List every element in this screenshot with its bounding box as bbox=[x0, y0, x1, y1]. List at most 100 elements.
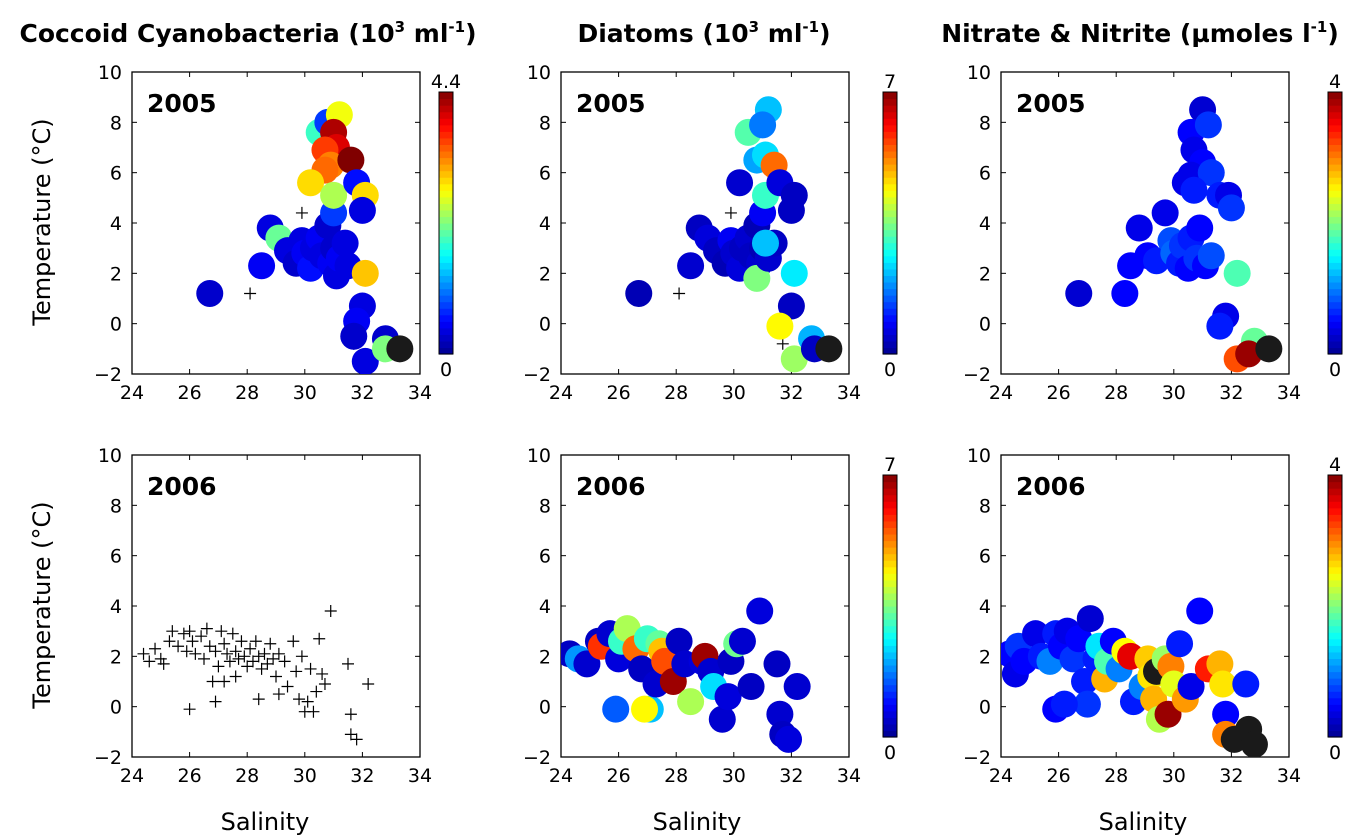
cross-marker bbox=[183, 703, 196, 716]
x-tick-label: 30 bbox=[722, 382, 746, 404]
y-tick-label: −2 bbox=[94, 747, 122, 769]
colorbar-segment bbox=[883, 710, 897, 718]
cross-marker bbox=[252, 693, 265, 706]
colorbar-segment bbox=[439, 249, 453, 257]
x-tick-label: 34 bbox=[408, 765, 432, 787]
colorbar-segment bbox=[883, 671, 897, 679]
cross-marker bbox=[310, 685, 323, 698]
colorbar-segment bbox=[439, 150, 453, 159]
data-point bbox=[1166, 630, 1194, 658]
colorbar-min-label: 0 bbox=[440, 359, 452, 381]
y-tick-label: −2 bbox=[963, 747, 991, 769]
colorbar-segment bbox=[883, 592, 897, 601]
colorbar-segment bbox=[1328, 105, 1342, 113]
x-tick-label: 34 bbox=[408, 382, 432, 404]
colorbar: 40 bbox=[1327, 454, 1343, 764]
colorbar-segment bbox=[1328, 223, 1342, 231]
y-tick-label: 4 bbox=[110, 596, 122, 618]
colorbar-segment bbox=[883, 566, 897, 574]
colorbar-segment bbox=[883, 488, 897, 496]
colorbar-segment bbox=[883, 606, 897, 614]
cross-marker bbox=[177, 627, 190, 640]
data-point bbox=[783, 673, 811, 701]
colorbar-segment bbox=[883, 586, 897, 594]
y-tick-label: 6 bbox=[979, 546, 991, 568]
data-point bbox=[613, 615, 641, 643]
colorbar-segment bbox=[1328, 573, 1342, 581]
colorbar-max-label: 7 bbox=[884, 454, 896, 476]
data-point bbox=[1151, 199, 1179, 227]
y-tick-label: 2 bbox=[979, 646, 991, 668]
cross-marker bbox=[166, 625, 179, 638]
cross-marker bbox=[180, 645, 193, 658]
cross-marker bbox=[295, 206, 308, 219]
y-tick-label: 8 bbox=[539, 495, 551, 517]
data-point bbox=[331, 229, 359, 257]
cross-marker bbox=[342, 657, 354, 670]
colorbar-segment bbox=[1328, 599, 1342, 607]
year-label: 2006 bbox=[1016, 472, 1086, 501]
colorbar-segment bbox=[883, 651, 897, 659]
colorbar-segment bbox=[1328, 164, 1342, 172]
data-point bbox=[297, 169, 325, 197]
colorbar: 4.40 bbox=[431, 71, 461, 381]
colorbar-segment bbox=[439, 131, 453, 139]
data-point bbox=[1212, 700, 1240, 728]
colorbar-segment bbox=[1328, 262, 1342, 270]
colorbar-segment bbox=[883, 664, 897, 673]
data-point bbox=[351, 347, 379, 374]
data-point bbox=[1197, 159, 1225, 187]
colorbar-segment bbox=[883, 599, 897, 607]
colorbar-segment bbox=[1328, 533, 1342, 542]
colorbar-segment bbox=[1328, 730, 1342, 738]
colorbar-segment bbox=[883, 262, 897, 270]
data-point bbox=[602, 695, 630, 723]
colorbar-segment bbox=[439, 183, 453, 191]
colorbar-segment bbox=[439, 288, 453, 296]
colorbar-segment bbox=[883, 475, 897, 483]
cross-marker bbox=[183, 625, 196, 638]
data-point bbox=[1111, 279, 1139, 307]
year-label: 2006 bbox=[147, 472, 217, 501]
cross-marker bbox=[307, 705, 320, 718]
colorbar-segment bbox=[1328, 118, 1342, 126]
colorbar-segment bbox=[439, 255, 453, 263]
data-point bbox=[665, 627, 693, 655]
colorbar-segment bbox=[883, 111, 897, 119]
colorbar-segment bbox=[439, 177, 453, 185]
colorbar-segment bbox=[439, 157, 453, 165]
colorbar-segment bbox=[439, 203, 453, 211]
cross-marker bbox=[154, 652, 167, 665]
x-tick-label: 24 bbox=[120, 382, 144, 404]
data-point bbox=[1065, 279, 1093, 307]
colorbar-segment bbox=[439, 229, 453, 237]
data-point bbox=[726, 169, 754, 197]
data-point bbox=[1223, 259, 1251, 287]
colorbar-segment bbox=[883, 216, 897, 224]
colorbar-segment bbox=[883, 249, 897, 257]
colorbar-max-label: 4 bbox=[1329, 454, 1341, 476]
colorbar-segment bbox=[1328, 671, 1342, 679]
colorbar-segment bbox=[1328, 547, 1342, 555]
x-axis-label-middle: Salinity bbox=[653, 808, 742, 836]
colorbar-segment bbox=[439, 92, 453, 100]
cross-marker bbox=[264, 637, 277, 650]
colorbar-segment bbox=[883, 658, 897, 666]
y-tick-label: −2 bbox=[523, 747, 551, 769]
x-tick-label: 30 bbox=[293, 765, 317, 787]
cross-marker bbox=[267, 652, 280, 665]
colorbar-segment bbox=[883, 527, 897, 535]
y-tick-label: 0 bbox=[539, 697, 551, 719]
cross-marker bbox=[244, 287, 257, 300]
colorbar-segment bbox=[883, 183, 897, 191]
colorbar-segment bbox=[883, 723, 897, 732]
cross-marker bbox=[163, 635, 176, 648]
colorbar-segment bbox=[1328, 144, 1342, 152]
cross-marker bbox=[235, 635, 248, 648]
cross-marker bbox=[313, 632, 326, 645]
colorbar-segment bbox=[883, 334, 897, 342]
colorbar-segment bbox=[1328, 203, 1342, 211]
colorbar-segment bbox=[439, 340, 453, 349]
colorbar-segment bbox=[883, 131, 897, 139]
